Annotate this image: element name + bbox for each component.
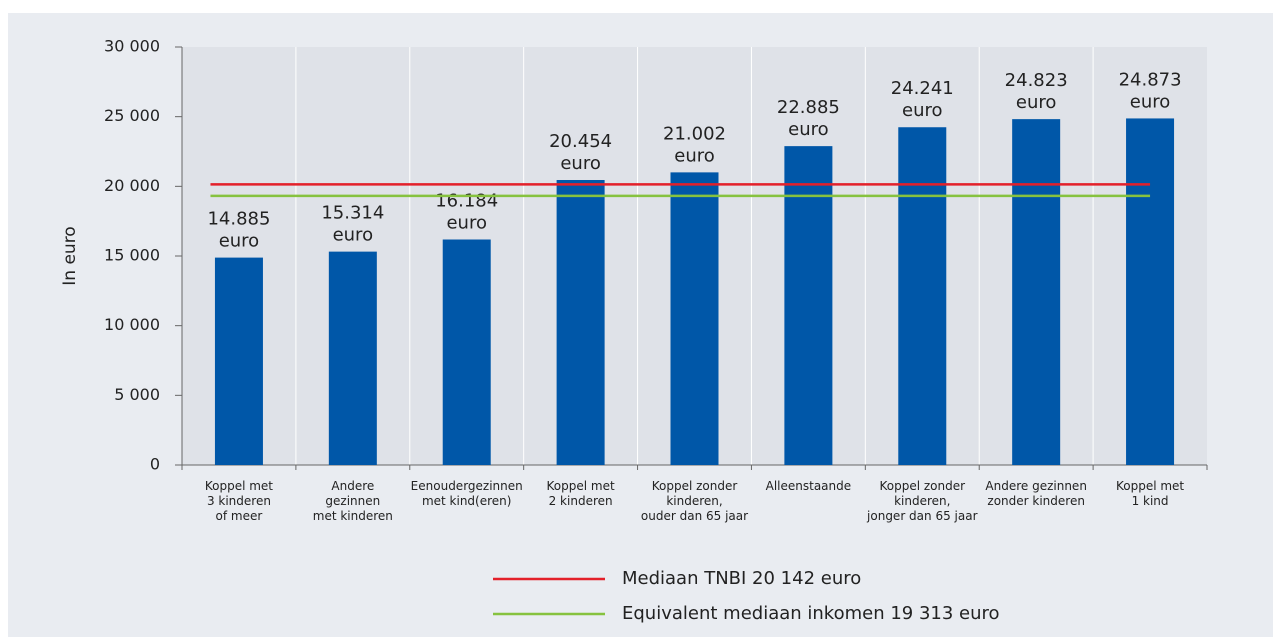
value-label: 22.885 euro (777, 97, 840, 140)
x-tick-label: Andere gezinnen zonder kinderen (985, 479, 1087, 508)
y-tick-label: 5 000 (114, 385, 160, 404)
bar (784, 146, 833, 465)
bar (328, 251, 377, 465)
bar (214, 257, 263, 465)
value-label: 20.454 euro (549, 131, 612, 174)
y-tick-label: 25 000 (104, 106, 160, 125)
bar (442, 239, 491, 465)
x-tick-label: Eenoudergezinnen met kind(eren) (411, 479, 523, 508)
value-label: 14.885 euro (207, 209, 270, 252)
x-tick-label: Koppel zonder kinderen, jonger dan 65 jaar (866, 479, 978, 523)
y-tick-label: 15 000 (104, 246, 160, 265)
x-tick-label: Alleenstaande (766, 479, 852, 493)
bar (1126, 118, 1175, 465)
bar (1012, 119, 1061, 465)
legend-label: Equivalent mediaan inkomen 19 313 euro (622, 603, 1000, 624)
legend-label: Mediaan TNBI 20 142 euro (622, 568, 861, 589)
value-label: 21.002 euro (663, 123, 726, 166)
y-axis-label: In euro (60, 226, 80, 285)
y-tick-label: 0 (150, 455, 160, 474)
value-label: 24.823 euro (1005, 70, 1068, 113)
y-tick-label: 10 000 (104, 315, 160, 334)
y-tick-label: 30 000 (104, 37, 160, 56)
y-tick-label: 20 000 (104, 176, 160, 195)
bar (670, 172, 719, 465)
x-tick-label: Koppel zonder kinderen, ouder dan 65 jaar (641, 479, 748, 523)
bar (556, 180, 605, 465)
x-tick-label: Andere gezinnen met kinderen (313, 479, 393, 523)
value-label: 24.241 euro (891, 78, 954, 121)
x-tick-label: Koppel met 3 kinderen of meer (205, 479, 273, 523)
value-label: 15.314 euro (321, 203, 384, 246)
x-tick-label: Koppel met 1 kind (1116, 479, 1184, 508)
x-tick-label: Koppel met 2 kinderen (547, 479, 615, 508)
value-label: 24.873 euro (1119, 69, 1182, 112)
bar (898, 127, 947, 465)
